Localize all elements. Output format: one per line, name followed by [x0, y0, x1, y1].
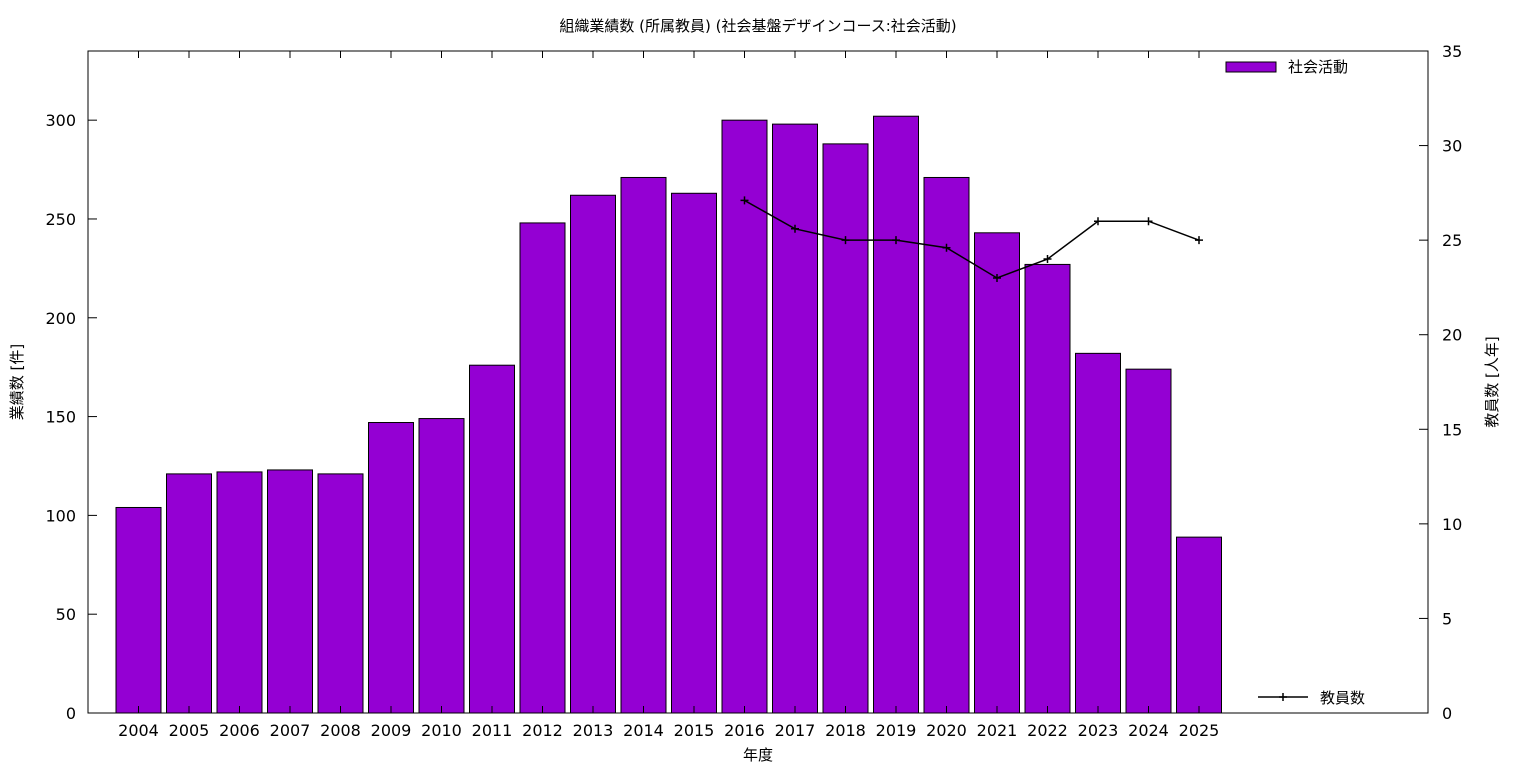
bar-2017 [772, 123, 818, 714]
y2-axis-label: 教員数 [人年] [1483, 336, 1501, 427]
x-tick-label: 2023 [1078, 721, 1119, 740]
bar-2025 [1176, 536, 1222, 714]
y-tick-label: 250 [45, 210, 76, 229]
x-tick-label: 2005 [169, 721, 210, 740]
x-tick-label: 2012 [522, 721, 563, 740]
bar-2022 [1024, 263, 1071, 714]
y2-tick-label: 20 [1442, 326, 1462, 345]
bar-2011 [469, 364, 515, 714]
y-tick-label: 300 [45, 111, 76, 130]
x-tick-label: 2022 [1027, 721, 1068, 740]
faculty-point-2020 [942, 243, 951, 252]
y2-tick-label: 0 [1442, 704, 1452, 723]
y2-tick-label: 30 [1442, 137, 1462, 156]
y-tick-label: 50 [56, 605, 76, 624]
bar-2015 [671, 192, 717, 714]
bar-2006 [216, 471, 263, 714]
y2-tick-label: 35 [1442, 42, 1462, 61]
legend-bar-label: 社会活動 [1288, 58, 1348, 76]
x-axis: 2004 2005 2006 2007 2008 2009 2010 2011 2012 2013… [118, 51, 1219, 740]
y2-tick-label: 5 [1442, 609, 1452, 628]
y-axis-left: 0 50 100 150 200 250 300 [45, 111, 97, 723]
x-tick-label: 2010 [421, 721, 462, 740]
x-tick-label: 2007 [270, 721, 311, 740]
legend-line-label: 教員数 [1320, 689, 1365, 707]
y-tick-label: 100 [45, 506, 76, 525]
x-tick-label: 2018 [825, 721, 866, 740]
plot-frame [87, 50, 1429, 714]
bar-2004 [115, 506, 162, 714]
bar-2021 [974, 232, 1020, 714]
faculty-point-2022 [1043, 255, 1052, 264]
bar-2009 [368, 422, 414, 714]
faculty-point-2023 [1094, 217, 1102, 226]
y-tick-label: 0 [66, 704, 76, 723]
bar-2013 [570, 194, 616, 714]
bar-2016 [721, 119, 768, 714]
faculty-point-2018 [841, 236, 850, 245]
bar-2005 [166, 473, 212, 714]
x-tick-label: 2015 [674, 721, 715, 740]
x-tick-label: 2020 [926, 721, 967, 740]
bar-series-social-activity [115, 115, 1222, 714]
faculty-line [744, 199, 1200, 279]
line-series-faculty-count [740, 196, 1203, 282]
legend-bar-swatch [1225, 61, 1277, 73]
faculty-point-2024 [1144, 217, 1153, 226]
x-axis-label: 年度 [743, 746, 773, 764]
bar-2014 [620, 176, 667, 714]
bar-2019 [873, 115, 919, 714]
x-tick-label: 2013 [573, 721, 614, 740]
x-tick-label: 2021 [977, 721, 1018, 740]
y-axis-right: 0 5 10 15 20 25 30 35 [1419, 42, 1462, 723]
y2-tick-label: 15 [1442, 420, 1462, 439]
bar-2008 [317, 473, 364, 714]
bar-2024 [1125, 368, 1172, 714]
faculty-point-2016 [740, 196, 749, 205]
bar-2012 [519, 222, 566, 714]
x-tick-label: 2008 [320, 721, 361, 740]
bar-2007 [267, 469, 313, 714]
legend-line-marker [1279, 693, 1287, 701]
x-tick-label: 2016 [724, 721, 765, 740]
faculty-point-2019 [892, 236, 900, 245]
legend-line: 教員数 [1258, 689, 1365, 707]
x-tick-label: 2019 [876, 721, 917, 740]
faculty-point-2017 [791, 224, 799, 233]
bar-2010 [418, 418, 465, 714]
x-tick-label: 2014 [623, 721, 664, 740]
bar-2023 [1075, 352, 1121, 714]
x-tick-label: 2006 [219, 721, 260, 740]
chart-title: 組織業績数 (所属教員) (社会基盤デザインコース:社会活動) [559, 17, 956, 35]
y-tick-label: 150 [45, 408, 76, 427]
y-axis-label: 業績数 [件] [8, 344, 26, 420]
x-tick-label: 2025 [1179, 721, 1220, 740]
bar-2018 [822, 143, 869, 714]
y2-tick-label: 10 [1442, 515, 1462, 534]
x-tick-label: 2004 [118, 721, 159, 740]
bar-2020 [923, 176, 970, 714]
faculty-point-2021 [993, 273, 1001, 282]
x-tick-label: 2024 [1128, 721, 1169, 740]
x-tick-label: 2011 [472, 721, 513, 740]
legend-bar: 社会活動 [1225, 58, 1348, 76]
faculty-point-2025 [1195, 236, 1203, 245]
x-tick-label: 2017 [775, 721, 816, 740]
x-tick-label: 2009 [371, 721, 412, 740]
y-tick-label: 200 [45, 309, 76, 328]
y2-tick-label: 25 [1442, 231, 1462, 250]
